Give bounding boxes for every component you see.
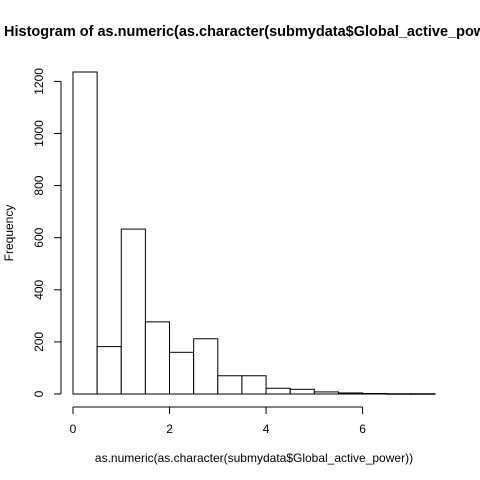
histogram-bar-8 [265,387,291,395]
histogram-bar-0 [72,71,98,395]
histogram-bar-7 [241,375,267,395]
histogram-bar-5 [193,338,219,395]
histogram-bar-3 [144,321,171,395]
histogram-bar-10 [313,391,339,395]
histogram-bar-6 [217,375,243,395]
y-tick-label: 0 [32,390,46,397]
histogram-bar-1 [96,346,122,395]
x-axis: 0 2 4 6 [70,406,366,436]
x-tick-label: 0 [70,422,77,436]
histogram-bar-14 [410,393,436,395]
histogram-bars [72,71,436,395]
y-tick-label: 1200 [32,68,46,95]
x-tick-label: 2 [166,422,173,436]
x-tick-label: 6 [359,422,366,436]
histogram-bar-12 [362,392,388,395]
x-axis-label: as.numeric(as.character(submydata$Global… [95,451,413,465]
y-tick-label: 600 [32,227,46,247]
y-tick-label: 1000 [32,120,46,147]
histogram-bar-2 [120,228,146,395]
histogram-bar-9 [289,388,315,395]
y-tick-label: 200 [32,332,46,352]
y-axis-label: Frequency [2,205,16,262]
y-axis: 0 200 400 600 800 1000 1200 [32,68,62,397]
y-tick-label: 400 [32,279,46,299]
x-tick-label: 4 [263,422,270,436]
histogram-bar-11 [337,392,364,395]
histogram-bar-13 [386,393,412,395]
histogram-bar-4 [169,351,195,395]
chart-title: Histogram of as.numeric(as.character(sub… [4,24,480,40]
y-tick-label: 800 [32,175,46,195]
